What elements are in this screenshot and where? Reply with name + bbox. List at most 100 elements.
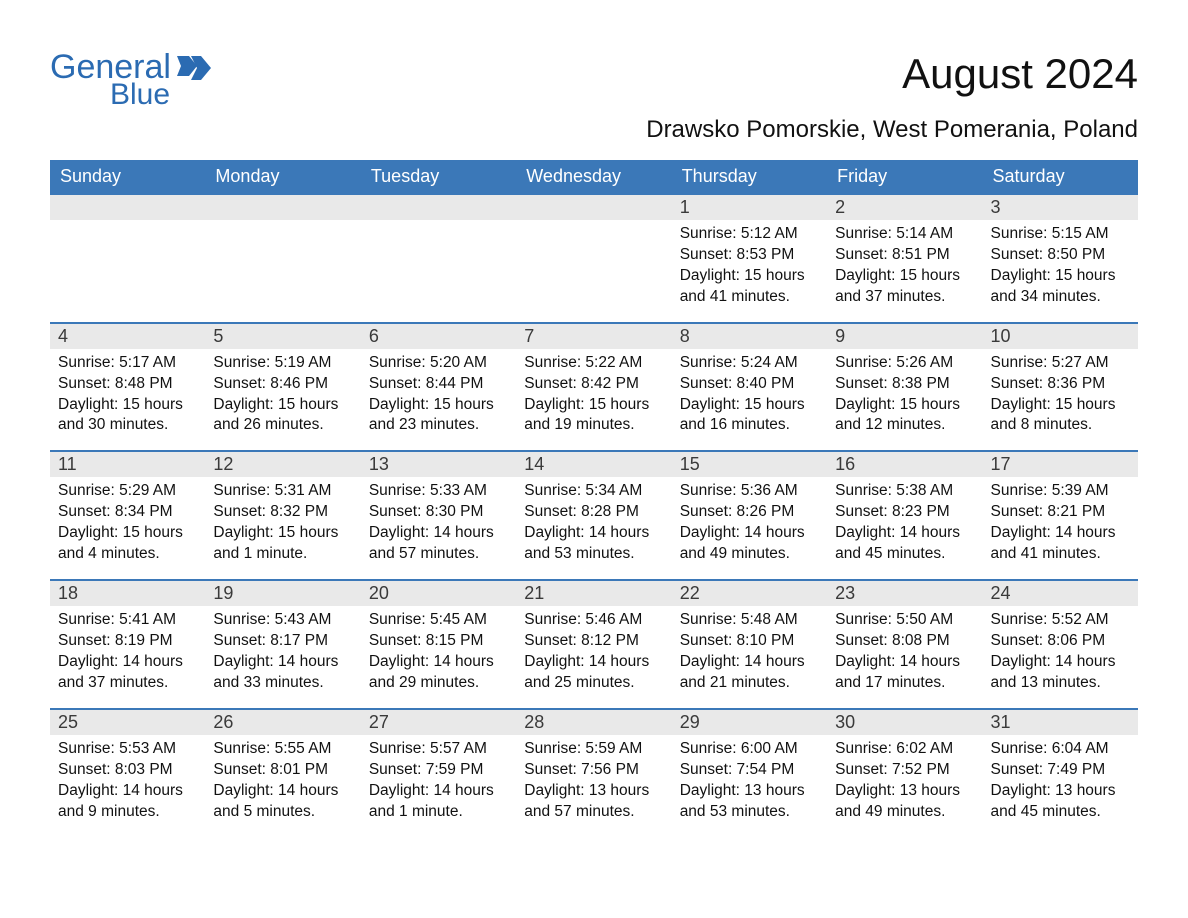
calendar-week-row: ....1Sunrise: 5:12 AMSunset: 8:53 PMDayl… <box>50 193 1138 322</box>
sunset-line: Sunset: 8:06 PM <box>991 631 1130 652</box>
calendar-day-cell: 30Sunrise: 6:02 AMSunset: 7:52 PMDayligh… <box>827 708 982 837</box>
sunset-line: Sunset: 8:19 PM <box>58 631 197 652</box>
sunrise-line: Sunrise: 5:36 AM <box>680 481 819 502</box>
calendar-header-cell: Thursday <box>672 160 827 193</box>
sunset-line: Sunset: 7:56 PM <box>524 760 663 781</box>
day-number: 8 <box>672 324 827 349</box>
calendar-header-cell: Saturday <box>983 160 1138 193</box>
day-body: Sunrise: 5:14 AMSunset: 8:51 PMDaylight:… <box>827 220 982 308</box>
calendar-day-cell: 13Sunrise: 5:33 AMSunset: 8:30 PMDayligh… <box>361 450 516 579</box>
day-body: Sunrise: 5:31 AMSunset: 8:32 PMDaylight:… <box>205 477 360 565</box>
sunrise-line: Sunrise: 5:15 AM <box>991 224 1130 245</box>
flag-icon <box>177 56 211 80</box>
daylight-line: Daylight: 15 hours and 1 minute. <box>213 523 352 565</box>
sunset-line: Sunset: 7:52 PM <box>835 760 974 781</box>
sunset-line: Sunset: 8:10 PM <box>680 631 819 652</box>
day-body: Sunrise: 5:50 AMSunset: 8:08 PMDaylight:… <box>827 606 982 694</box>
daylight-line: Daylight: 15 hours and 4 minutes. <box>58 523 197 565</box>
daylight-line: Daylight: 13 hours and 57 minutes. <box>524 781 663 823</box>
daylight-line: Daylight: 15 hours and 23 minutes. <box>369 395 508 437</box>
day-number: 19 <box>205 581 360 606</box>
sunset-line: Sunset: 8:32 PM <box>213 502 352 523</box>
day-number: 29 <box>672 710 827 735</box>
location-label: Drawsko Pomorskie, West Pomerania, Polan… <box>646 116 1138 144</box>
sunset-line: Sunset: 8:53 PM <box>680 245 819 266</box>
sunrise-line: Sunrise: 6:00 AM <box>680 739 819 760</box>
day-body: Sunrise: 5:27 AMSunset: 8:36 PMDaylight:… <box>983 349 1138 437</box>
sunrise-line: Sunrise: 5:39 AM <box>991 481 1130 502</box>
day-body: Sunrise: 5:48 AMSunset: 8:10 PMDaylight:… <box>672 606 827 694</box>
day-body: Sunrise: 5:24 AMSunset: 8:40 PMDaylight:… <box>672 349 827 437</box>
day-number: 17 <box>983 452 1138 477</box>
daylight-line: Daylight: 15 hours and 37 minutes. <box>835 266 974 308</box>
title-block: August 2024 Drawsko Pomorskie, West Pome… <box>646 50 1138 144</box>
calendar-header-cell: Friday <box>827 160 982 193</box>
daylight-line: Daylight: 15 hours and 41 minutes. <box>680 266 819 308</box>
sunset-line: Sunset: 8:34 PM <box>58 502 197 523</box>
day-body: Sunrise: 6:00 AMSunset: 7:54 PMDaylight:… <box>672 735 827 823</box>
sunset-line: Sunset: 8:46 PM <box>213 374 352 395</box>
calendar-day-cell: 23Sunrise: 5:50 AMSunset: 8:08 PMDayligh… <box>827 579 982 708</box>
day-number: 30 <box>827 710 982 735</box>
calendar-day-cell: 6Sunrise: 5:20 AMSunset: 8:44 PMDaylight… <box>361 322 516 451</box>
day-body: Sunrise: 5:29 AMSunset: 8:34 PMDaylight:… <box>50 477 205 565</box>
calendar-day-cell: 4Sunrise: 5:17 AMSunset: 8:48 PMDaylight… <box>50 322 205 451</box>
calendar-day-cell: 27Sunrise: 5:57 AMSunset: 7:59 PMDayligh… <box>361 708 516 837</box>
daylight-line: Daylight: 14 hours and 53 minutes. <box>524 523 663 565</box>
calendar-day-cell: 8Sunrise: 5:24 AMSunset: 8:40 PMDaylight… <box>672 322 827 451</box>
sunrise-line: Sunrise: 6:02 AM <box>835 739 974 760</box>
day-body: Sunrise: 5:19 AMSunset: 8:46 PMDaylight:… <box>205 349 360 437</box>
sunrise-line: Sunrise: 5:22 AM <box>524 353 663 374</box>
day-body: Sunrise: 5:43 AMSunset: 8:17 PMDaylight:… <box>205 606 360 694</box>
day-number: 22 <box>672 581 827 606</box>
sunrise-line: Sunrise: 5:24 AM <box>680 353 819 374</box>
daylight-line: Daylight: 14 hours and 57 minutes. <box>369 523 508 565</box>
day-number: 5 <box>205 324 360 349</box>
calendar-header-row: SundayMondayTuesdayWednesdayThursdayFrid… <box>50 160 1138 193</box>
calendar-day-cell: 14Sunrise: 5:34 AMSunset: 8:28 PMDayligh… <box>516 450 671 579</box>
sunrise-line: Sunrise: 5:19 AM <box>213 353 352 374</box>
calendar-day-cell: 18Sunrise: 5:41 AMSunset: 8:19 PMDayligh… <box>50 579 205 708</box>
day-number: 23 <box>827 581 982 606</box>
daylight-line: Daylight: 15 hours and 34 minutes. <box>991 266 1130 308</box>
sunrise-line: Sunrise: 5:12 AM <box>680 224 819 245</box>
calendar-day-cell: 22Sunrise: 5:48 AMSunset: 8:10 PMDayligh… <box>672 579 827 708</box>
calendar-day-cell: 5Sunrise: 5:19 AMSunset: 8:46 PMDaylight… <box>205 322 360 451</box>
sunset-line: Sunset: 8:15 PM <box>369 631 508 652</box>
calendar-day-cell: 3 Sunrise: 5:15 AMSunset: 8:50 PMDaylight… <box>983 193 1138 322</box>
day-number: 4 <box>50 324 205 349</box>
sunset-line: Sunset: 8:44 PM <box>369 374 508 395</box>
page-title: August 2024 <box>646 50 1138 98</box>
day-number: 3 <box>983 195 1138 220</box>
sunset-line: Sunset: 8:36 PM <box>991 374 1130 395</box>
sunrise-line: Sunrise: 5:20 AM <box>369 353 508 374</box>
sunset-line: Sunset: 8:23 PM <box>835 502 974 523</box>
calendar-day-cell: . <box>205 193 360 322</box>
calendar-day-cell: 9Sunrise: 5:26 AMSunset: 8:38 PMDaylight… <box>827 322 982 451</box>
day-body: Sunrise: 5:22 AMSunset: 8:42 PMDaylight:… <box>516 349 671 437</box>
calendar-day-cell: 29Sunrise: 6:00 AMSunset: 7:54 PMDayligh… <box>672 708 827 837</box>
sunrise-line: Sunrise: 5:48 AM <box>680 610 819 631</box>
brand-word-2: Blue <box>110 80 171 110</box>
daylight-line: Daylight: 15 hours and 8 minutes. <box>991 395 1130 437</box>
daylight-line: Daylight: 14 hours and 37 minutes. <box>58 652 197 694</box>
day-number: . <box>50 195 205 220</box>
day-body: Sunrise: 5:55 AMSunset: 8:01 PMDaylight:… <box>205 735 360 823</box>
day-body: Sunrise: 5:20 AMSunset: 8:44 PMDaylight:… <box>361 349 516 437</box>
daylight-line: Daylight: 14 hours and 29 minutes. <box>369 652 508 694</box>
calendar-header-cell: Sunday <box>50 160 205 193</box>
calendar-day-cell: 26Sunrise: 5:55 AMSunset: 8:01 PMDayligh… <box>205 708 360 837</box>
daylight-line: Daylight: 14 hours and 41 minutes. <box>991 523 1130 565</box>
daylight-line: Daylight: 15 hours and 26 minutes. <box>213 395 352 437</box>
sunset-line: Sunset: 8:50 PM <box>991 245 1130 266</box>
day-body: Sunrise: 5:52 AMSunset: 8:06 PMDaylight:… <box>983 606 1138 694</box>
day-number: 7 <box>516 324 671 349</box>
calendar-day-cell: 1Sunrise: 5:12 AMSunset: 8:53 PMDaylight… <box>672 193 827 322</box>
day-number: 10 <box>983 324 1138 349</box>
sunrise-line: Sunrise: 5:55 AM <box>213 739 352 760</box>
sunset-line: Sunset: 8:38 PM <box>835 374 974 395</box>
sunrise-line: Sunrise: 5:50 AM <box>835 610 974 631</box>
calendar-week-row: 4Sunrise: 5:17 AMSunset: 8:48 PMDaylight… <box>50 322 1138 451</box>
calendar-day-cell: 11Sunrise: 5:29 AMSunset: 8:34 PMDayligh… <box>50 450 205 579</box>
calendar-day-cell: 31Sunrise: 6:04 AMSunset: 7:49 PMDayligh… <box>983 708 1138 837</box>
